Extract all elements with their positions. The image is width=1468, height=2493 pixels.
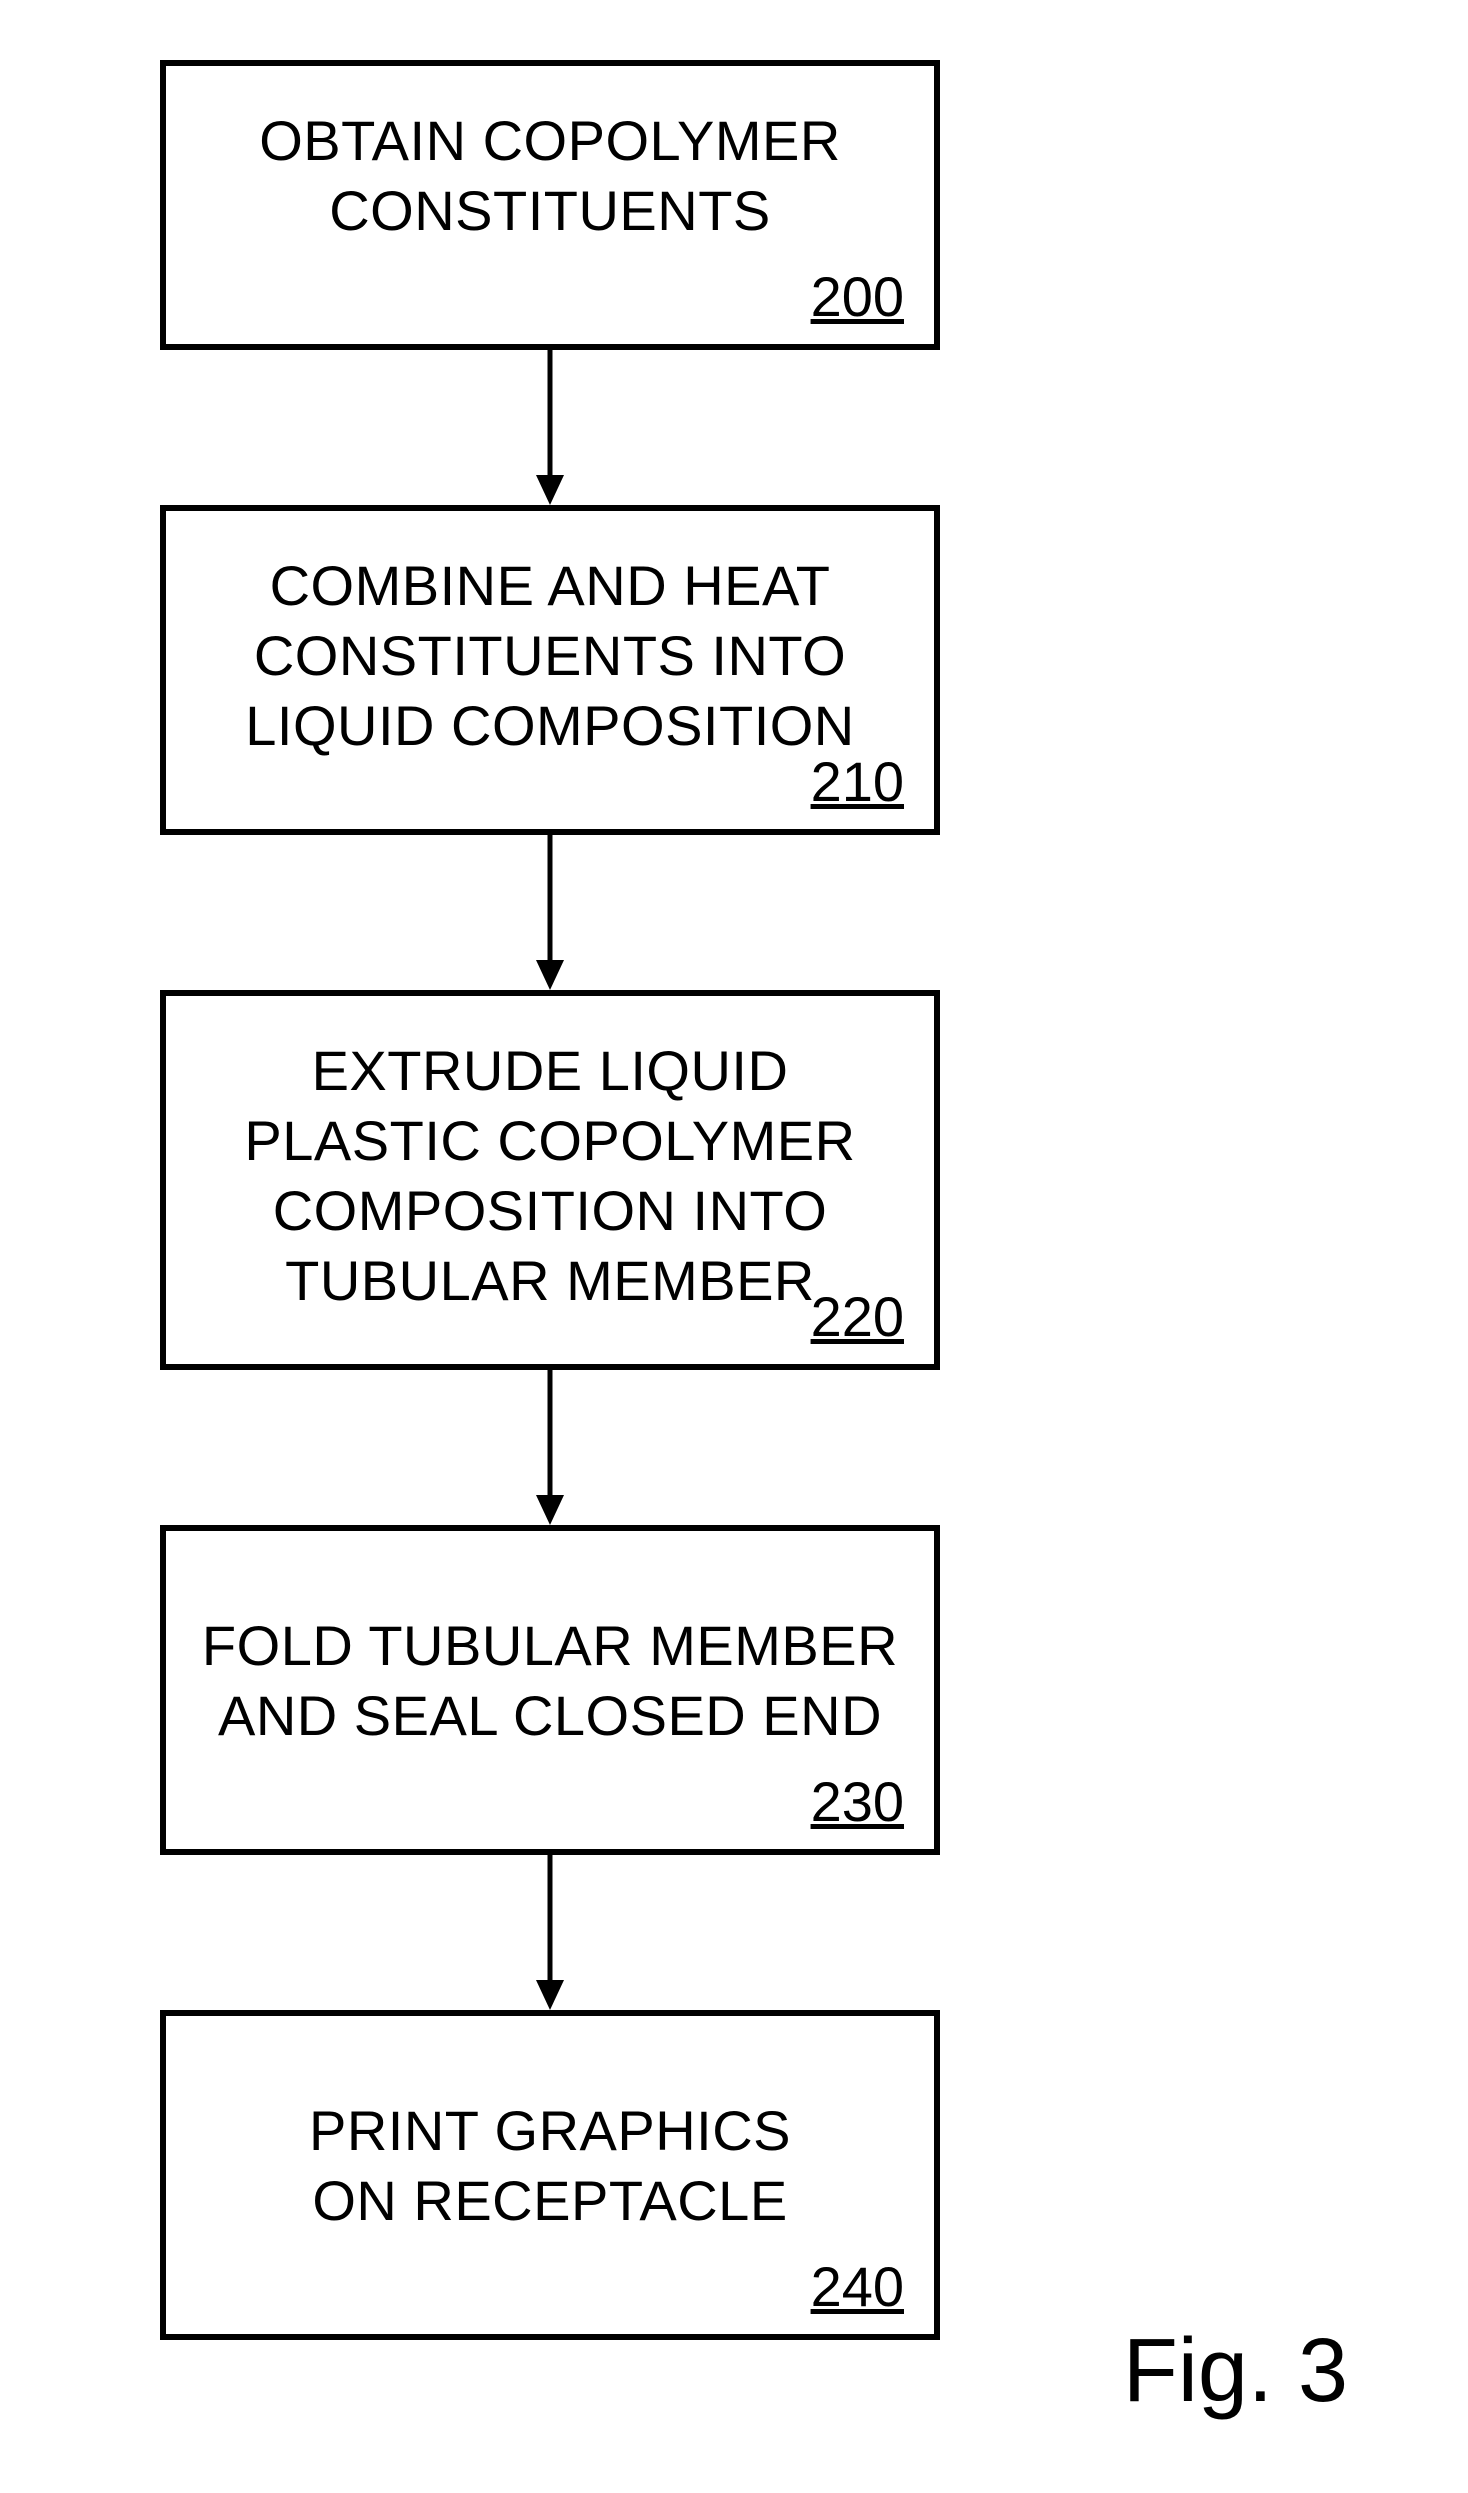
arrow-220-230 <box>160 1370 940 1525</box>
arrow-200-210 <box>160 350 940 505</box>
node-line: EXTRUDE LIQUID <box>196 1036 904 1106</box>
node-line: PRINT GRAPHICS <box>196 2096 904 2166</box>
flow-node-240: PRINT GRAPHICS ON RECEPTACLE 240 <box>160 2010 940 2340</box>
node-ref: 200 <box>811 264 904 329</box>
node-text: PRINT GRAPHICS ON RECEPTACLE <box>196 2056 904 2236</box>
node-ref: 210 <box>811 749 904 814</box>
node-ref: 240 <box>811 2254 904 2319</box>
node-line: COMPOSITION INTO <box>196 1176 904 1246</box>
node-text: COMBINE AND HEAT CONSTITUENTS INTO LIQUI… <box>196 551 904 761</box>
node-line: OBTAIN COPOLYMER <box>196 106 904 176</box>
node-text: OBTAIN COPOLYMER CONSTITUENTS <box>196 106 904 246</box>
node-line: CONSTITUENTS INTO <box>196 621 904 691</box>
arrow-230-240 <box>160 1855 940 2010</box>
node-line: CONSTITUENTS <box>196 176 904 246</box>
node-ref: 220 <box>811 1284 904 1349</box>
node-line: COMBINE AND HEAT <box>196 551 904 621</box>
node-line: ON RECEPTACLE <box>196 2166 904 2236</box>
node-ref: 230 <box>811 1769 904 1834</box>
flowchart-container: OBTAIN COPOLYMER CONSTITUENTS 200 COMBIN… <box>100 60 1000 2340</box>
flow-node-210: COMBINE AND HEAT CONSTITUENTS INTO LIQUI… <box>160 505 940 835</box>
node-text: FOLD TUBULAR MEMBER AND SEAL CLOSED END <box>196 1571 904 1751</box>
arrow-210-220 <box>160 835 940 990</box>
flow-node-220: EXTRUDE LIQUID PLASTIC COPOLYMER COMPOSI… <box>160 990 940 1370</box>
node-line: FOLD TUBULAR MEMBER <box>196 1611 904 1681</box>
node-line: TUBULAR MEMBER <box>196 1246 904 1316</box>
figure-label: Fig. 3 <box>1123 2320 1348 2423</box>
node-line: LIQUID COMPOSITION <box>196 691 904 761</box>
flow-node-230: FOLD TUBULAR MEMBER AND SEAL CLOSED END … <box>160 1525 940 1855</box>
flow-node-200: OBTAIN COPOLYMER CONSTITUENTS 200 <box>160 60 940 350</box>
node-line: PLASTIC COPOLYMER <box>196 1106 904 1176</box>
node-line: AND SEAL CLOSED END <box>196 1681 904 1751</box>
node-text: EXTRUDE LIQUID PLASTIC COPOLYMER COMPOSI… <box>196 1036 904 1316</box>
